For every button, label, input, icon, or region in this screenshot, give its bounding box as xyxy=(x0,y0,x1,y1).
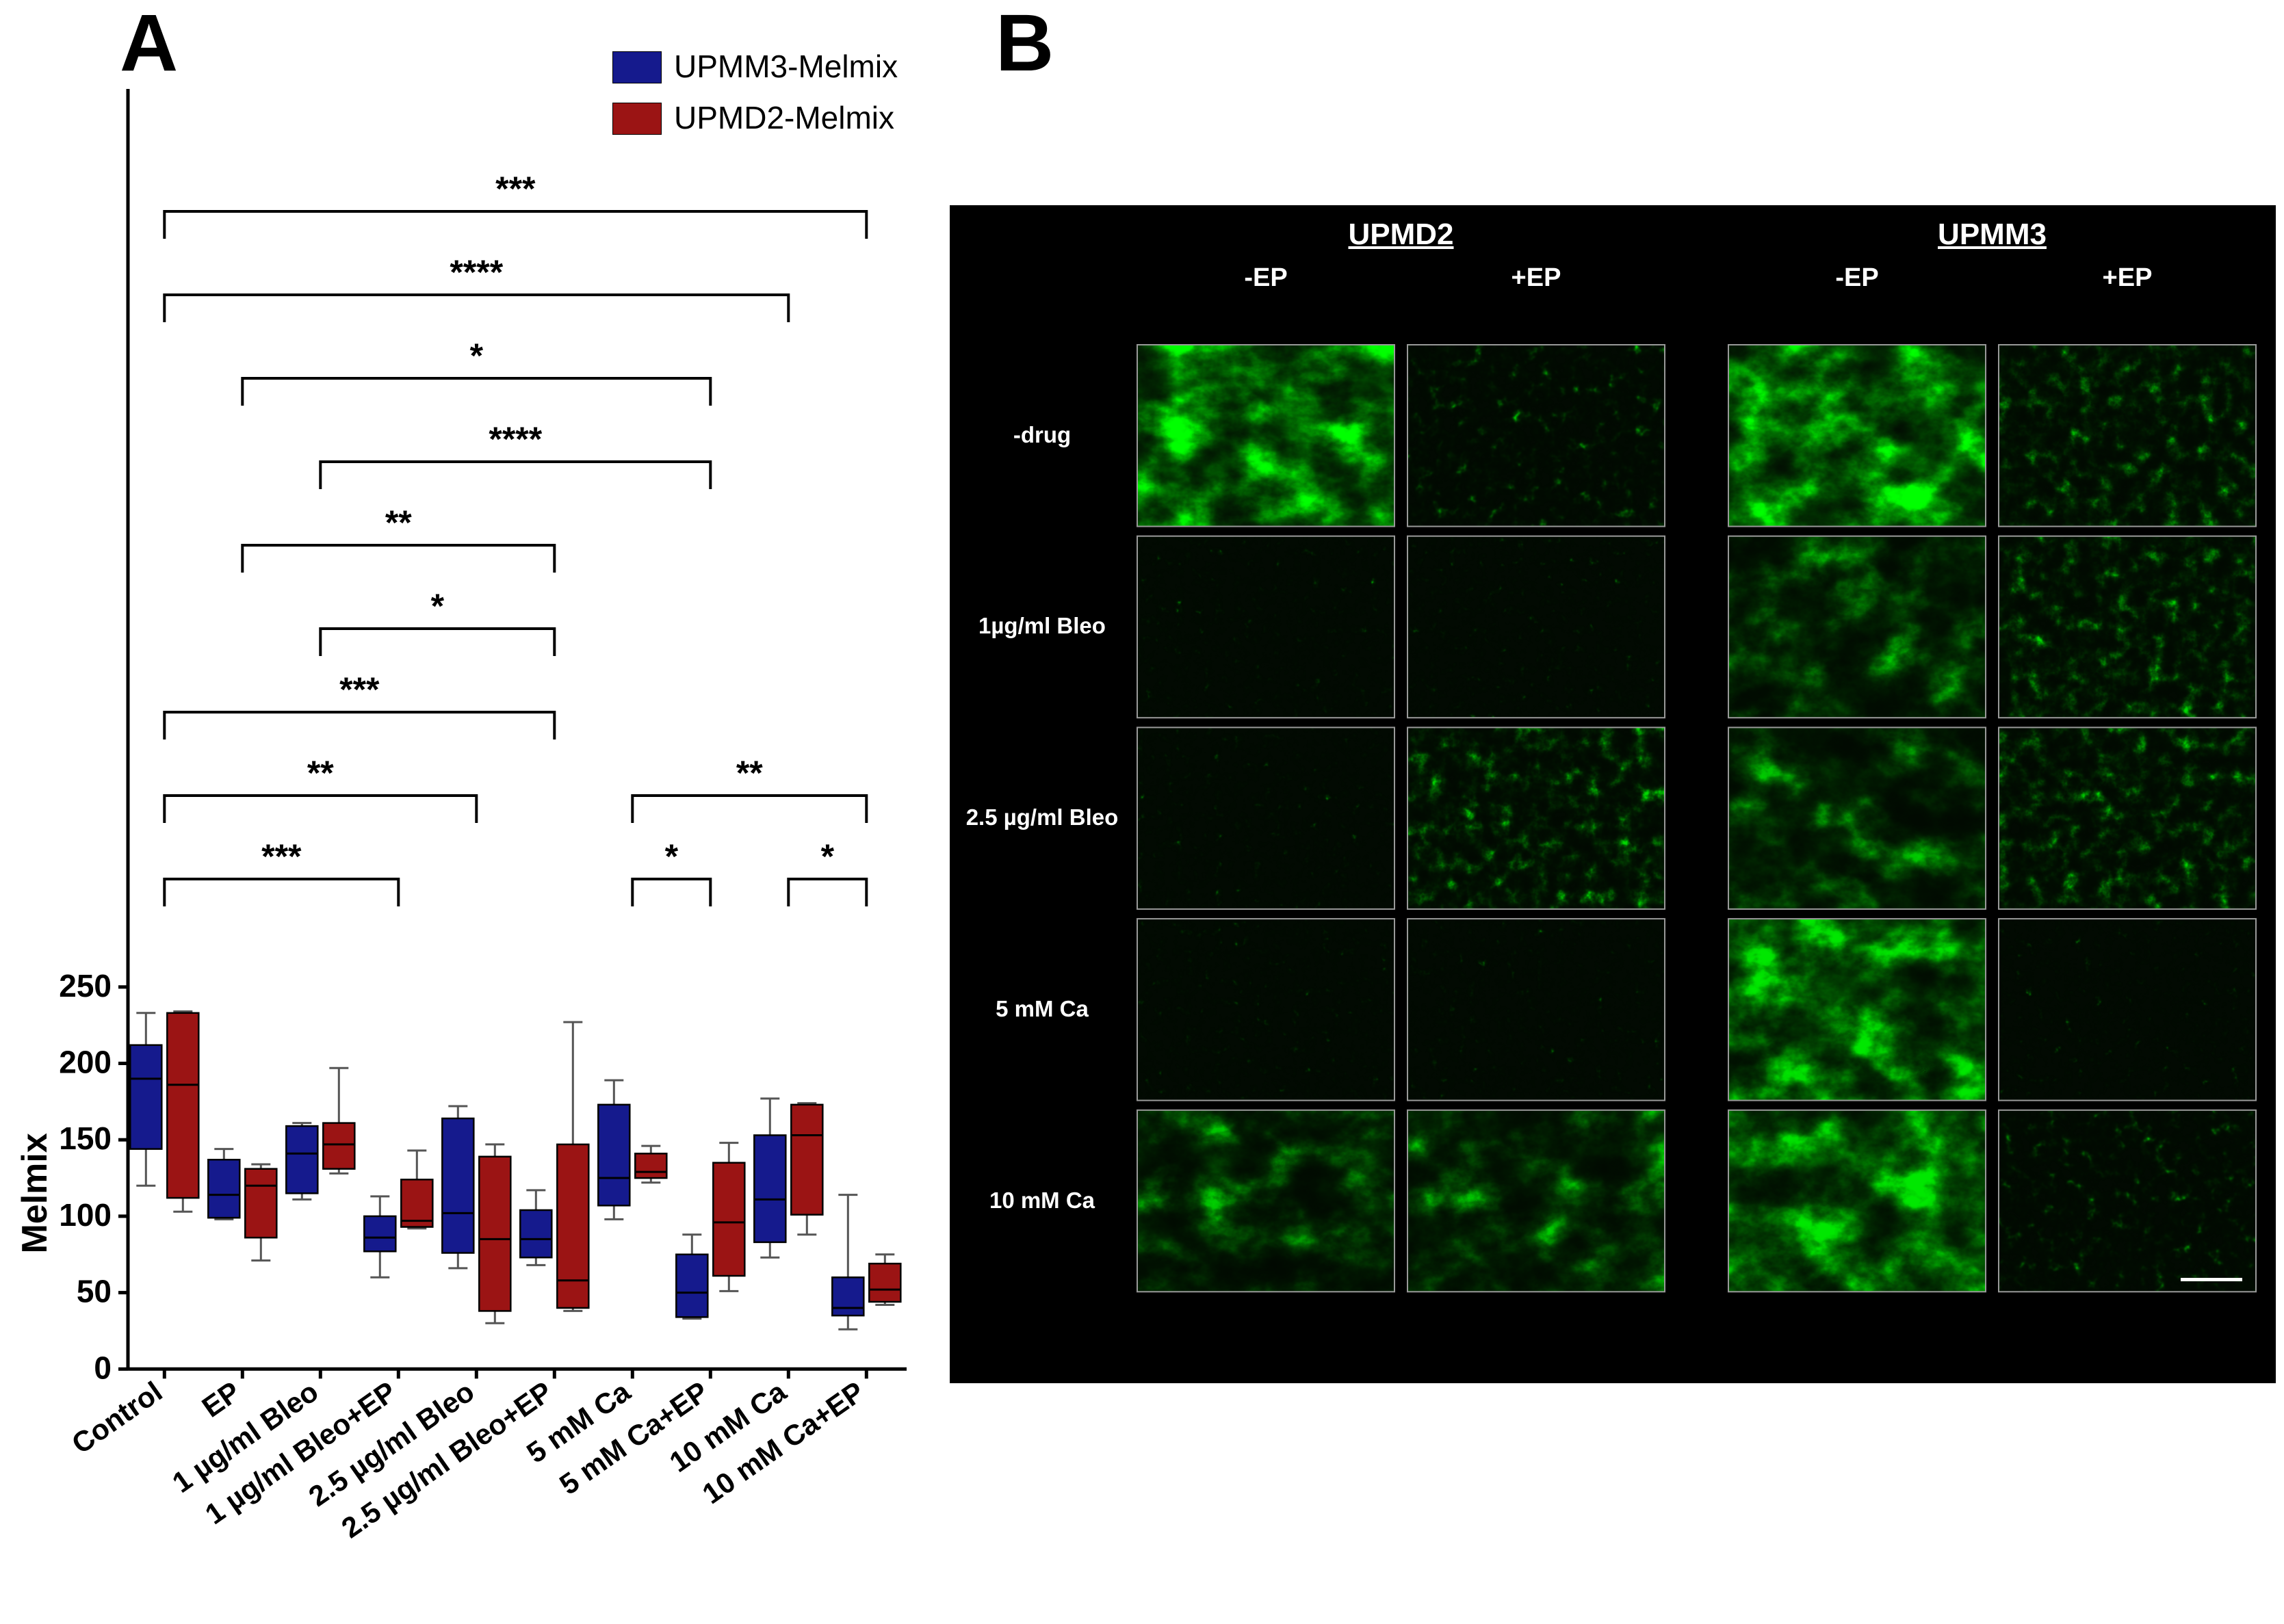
svg-text:EP: EP xyxy=(196,1375,246,1424)
svg-text:200: 200 xyxy=(59,1045,112,1080)
svg-text:*: * xyxy=(665,837,679,876)
svg-text:Melmix: Melmix xyxy=(15,1133,55,1253)
svg-text:Control: Control xyxy=(66,1375,168,1460)
svg-text:****: **** xyxy=(489,420,542,458)
svg-text:*: * xyxy=(470,337,484,375)
svg-text:***: *** xyxy=(495,170,536,208)
svg-text:**: ** xyxy=(736,754,763,792)
svg-text:*: * xyxy=(821,837,835,876)
svg-text:**: ** xyxy=(307,754,334,792)
svg-text:***: *** xyxy=(339,670,380,709)
svg-text:0: 0 xyxy=(94,1350,112,1385)
svg-text:50: 50 xyxy=(77,1274,112,1309)
svg-text:****: **** xyxy=(450,253,503,291)
svg-text:***: *** xyxy=(261,837,302,876)
svg-text:**: ** xyxy=(385,503,412,542)
svg-text:150: 150 xyxy=(59,1121,112,1156)
svg-text:250: 250 xyxy=(59,968,112,1004)
svg-text:100: 100 xyxy=(59,1197,112,1233)
svg-text:*: * xyxy=(431,587,445,625)
